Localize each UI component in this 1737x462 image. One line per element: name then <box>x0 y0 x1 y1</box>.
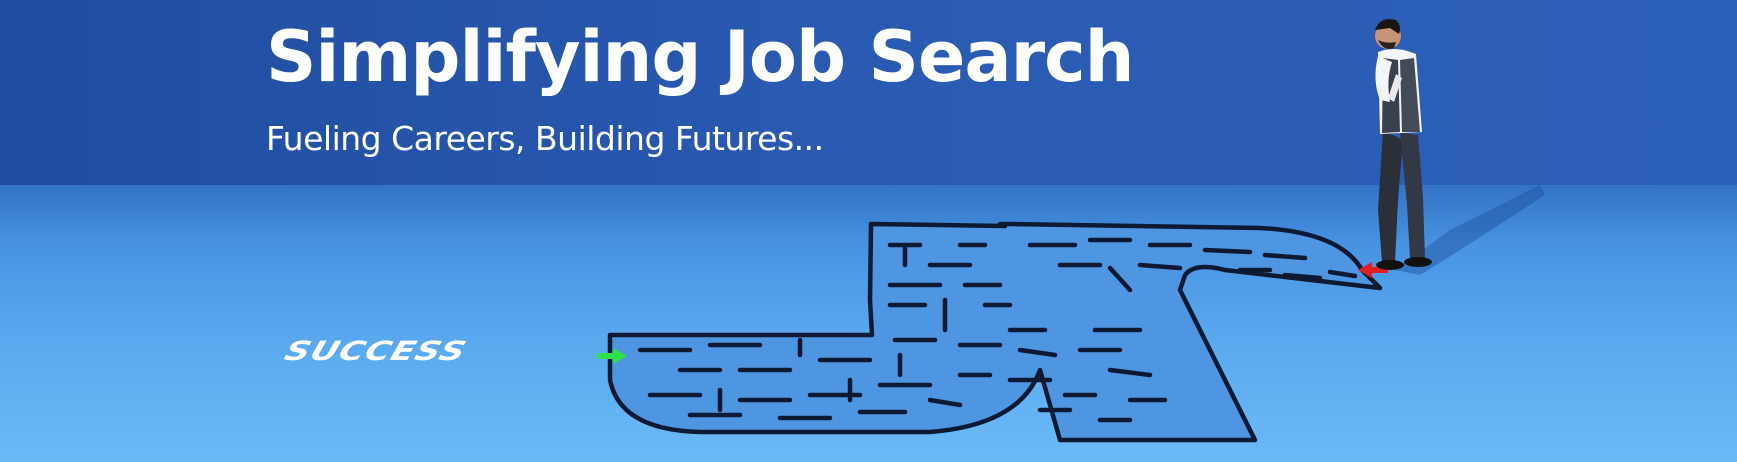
green-arrow-icon <box>597 348 627 364</box>
hero-title: Simplifying Job Search <box>266 16 1134 98</box>
hero-subtitle: Fueling Careers, Building Futures... <box>266 119 824 158</box>
backdrop-wall <box>0 0 1737 185</box>
thinking-man-figure <box>1375 19 1432 270</box>
red-arrow-icon <box>1358 262 1388 278</box>
person-shadow <box>1395 185 1545 275</box>
maze-outline <box>607 221 1383 443</box>
maze <box>607 221 1383 443</box>
success-label: SUCCESS <box>280 335 471 367</box>
horizon-shade <box>0 185 1737 245</box>
